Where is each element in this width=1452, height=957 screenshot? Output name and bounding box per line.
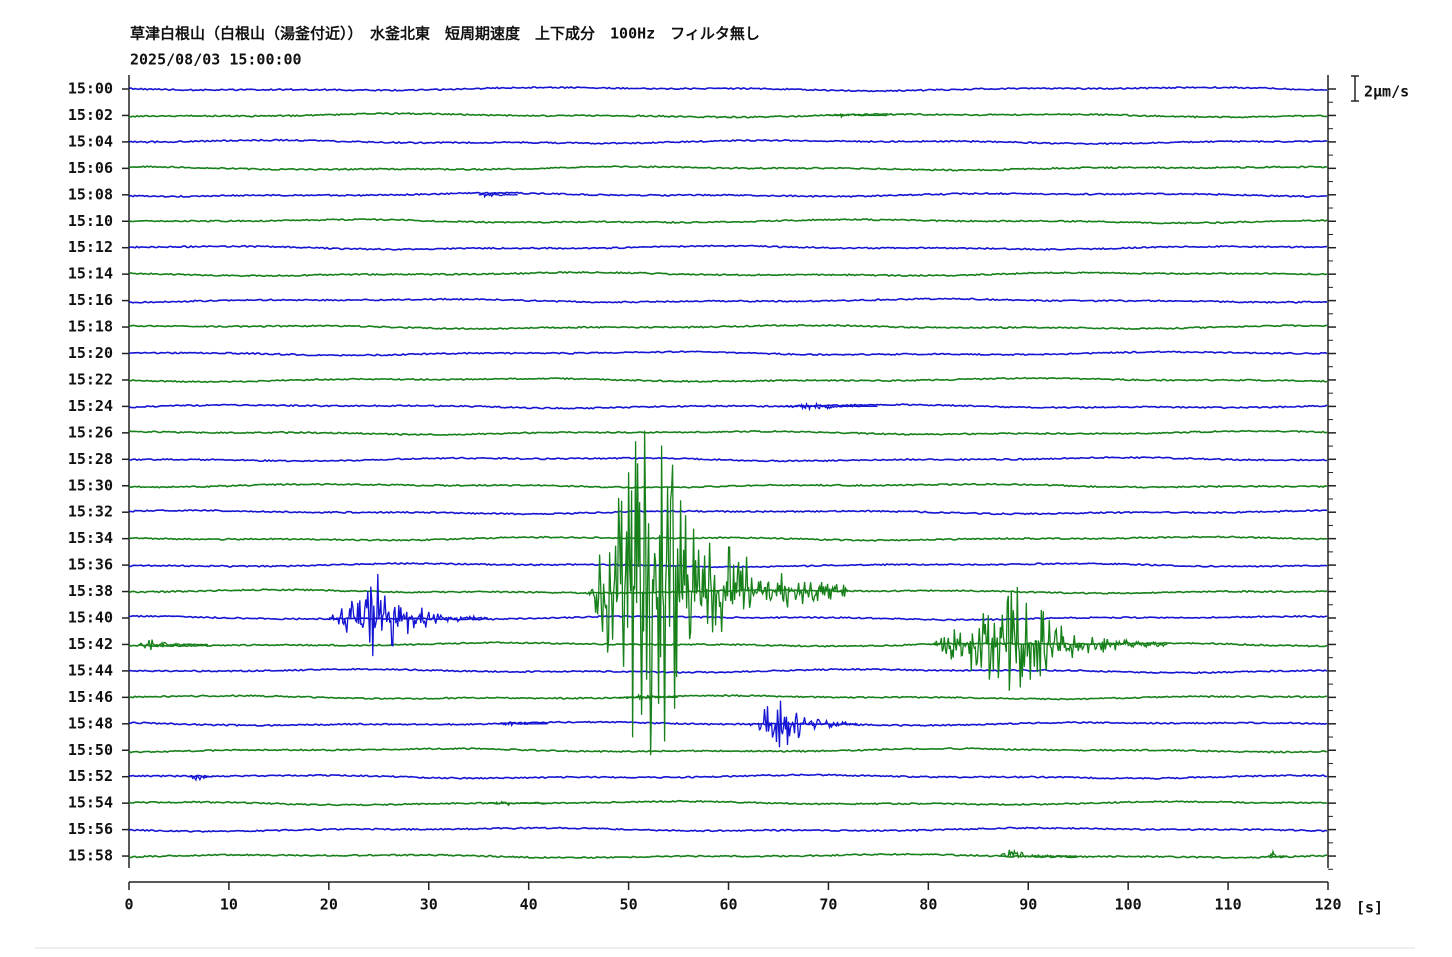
x-tick-label: 10 — [220, 896, 238, 914]
trace — [128, 482, 1328, 489]
row-label: 15:48 — [68, 714, 113, 732]
x-tick-label: 30 — [420, 896, 438, 914]
event-waveform — [488, 800, 548, 807]
row-label: 15:20 — [68, 344, 113, 362]
trace — [128, 323, 1328, 331]
chart-title: 草津白根山（白根山（湯釜付近）） 水釜北東 短周期速度 上下成分 100Hz フ… — [130, 25, 760, 43]
trace — [128, 244, 1328, 251]
row-label: 15:52 — [68, 767, 113, 785]
event-waveform — [138, 639, 209, 651]
event-waveform — [748, 700, 858, 748]
row-label: 15:28 — [68, 450, 113, 468]
scale-label: 2μm/s — [1364, 83, 1409, 101]
trace — [129, 667, 1328, 675]
trace — [128, 826, 1328, 833]
x-tick-label: 50 — [620, 896, 638, 914]
trace — [128, 614, 1328, 622]
trace — [128, 297, 1328, 304]
trace — [128, 403, 1328, 410]
row-label: 15:56 — [68, 820, 113, 838]
trace — [128, 270, 1328, 278]
trace — [128, 350, 1328, 357]
trace — [128, 165, 1328, 172]
trace — [128, 694, 1328, 701]
trace — [128, 720, 1328, 727]
x-tick-label: 100 — [1115, 896, 1142, 914]
event-waveform — [498, 721, 548, 728]
row-label: 15:22 — [68, 370, 113, 388]
row-label: 15:36 — [68, 556, 113, 574]
row-label: 15:44 — [68, 661, 113, 679]
row-label: 15:40 — [68, 609, 113, 627]
x-tick-label: 60 — [719, 896, 737, 914]
row-label: 15:26 — [68, 423, 113, 441]
row-label: 15:30 — [68, 476, 113, 494]
row-label: 15:14 — [68, 265, 113, 283]
event-waveform — [328, 573, 489, 657]
row-label: 15:00 — [68, 80, 113, 98]
trace — [128, 535, 1328, 542]
row-label: 15:50 — [68, 741, 113, 759]
x-tick-label: 0 — [124, 896, 133, 914]
trace — [128, 376, 1328, 384]
x-tick-label: 90 — [1019, 896, 1037, 914]
chart-subtitle: 2025/08/03 15:00:00 — [130, 51, 302, 69]
event-waveform — [188, 774, 213, 782]
trace — [128, 747, 1328, 754]
event-waveform — [998, 848, 1078, 859]
row-label: 15:32 — [68, 503, 113, 521]
trace — [128, 138, 1328, 146]
x-tick-label: 110 — [1215, 896, 1242, 914]
event-waveform — [1267, 849, 1288, 858]
event-waveform — [828, 113, 888, 119]
row-label: 15:18 — [68, 318, 113, 336]
row-label: 15:06 — [68, 159, 113, 177]
row-label: 15:34 — [68, 529, 113, 547]
trace — [128, 773, 1328, 780]
event-waveform — [928, 586, 1168, 691]
event-waveform — [618, 693, 678, 702]
event-waveform — [478, 192, 518, 199]
trace — [128, 852, 1328, 860]
x-tick-label: 70 — [819, 896, 837, 914]
row-label: 15:24 — [68, 397, 113, 415]
x-tick-label: 80 — [919, 896, 937, 914]
row-label: 15:16 — [68, 291, 113, 309]
trace — [128, 799, 1328, 807]
row-label: 15:42 — [68, 635, 113, 653]
event-waveform — [587, 430, 849, 756]
x-axis-label: [s] — [1356, 899, 1383, 917]
row-label: 15:58 — [68, 847, 113, 865]
x-tick-label: 120 — [1314, 896, 1341, 914]
row-label: 15:12 — [68, 238, 113, 256]
row-label: 15:10 — [68, 212, 113, 230]
row-label: 15:08 — [68, 185, 113, 203]
row-label: 15:46 — [68, 688, 113, 706]
row-label: 15:04 — [68, 132, 113, 150]
x-tick-label: 20 — [320, 896, 338, 914]
trace — [128, 218, 1328, 225]
row-label: 15:38 — [68, 582, 113, 600]
row-label: 15:54 — [68, 794, 113, 812]
trace — [128, 191, 1328, 198]
event-waveform — [778, 401, 878, 412]
x-tick-label: 40 — [520, 896, 538, 914]
trace — [128, 456, 1327, 463]
trace — [128, 85, 1328, 93]
trace — [128, 429, 1328, 437]
trace — [128, 112, 1327, 119]
row-label: 15:02 — [68, 106, 113, 124]
trace — [128, 508, 1328, 516]
